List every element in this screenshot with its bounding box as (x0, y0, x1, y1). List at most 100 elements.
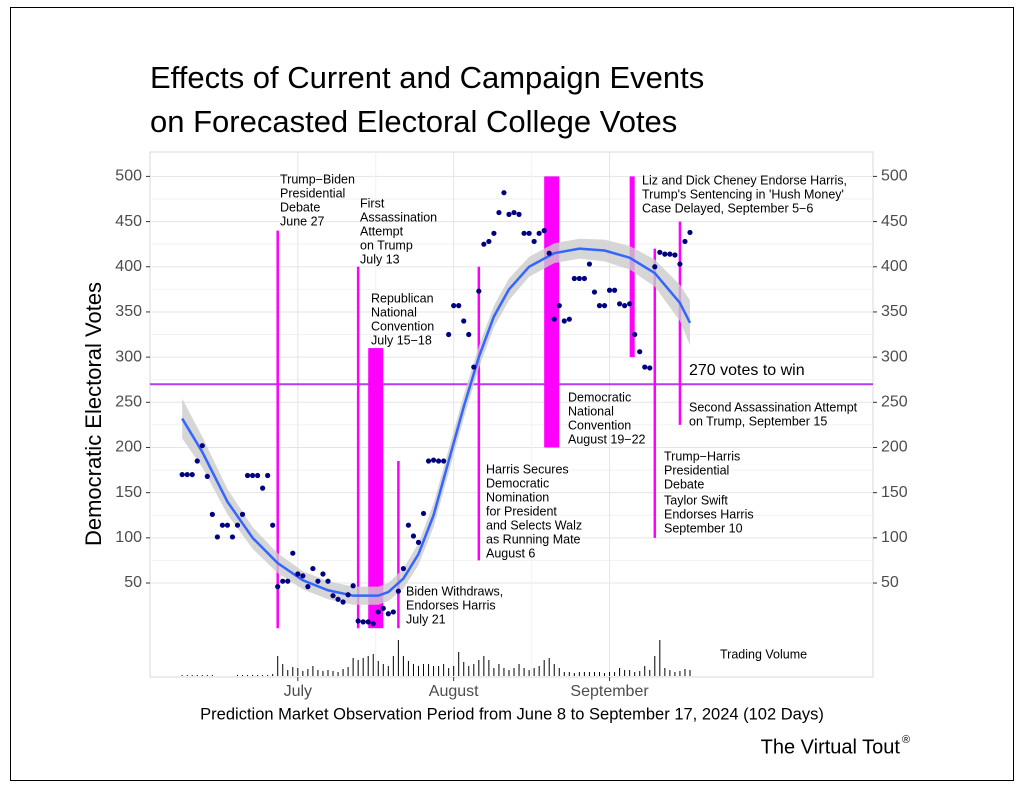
volume-bar (247, 675, 249, 676)
data-point (320, 571, 326, 577)
data-point (370, 621, 376, 627)
annotation: and Selects Walz (486, 518, 582, 532)
data-point (204, 473, 210, 479)
annotation: August 6 (486, 546, 535, 560)
volume-bar (689, 670, 691, 676)
volume-bar (438, 666, 440, 676)
volume-bar (583, 672, 585, 676)
data-point (415, 539, 422, 545)
y2-tick-label: 450 (881, 213, 908, 230)
data-point (652, 264, 658, 270)
annotation: Convention (568, 418, 631, 432)
volume-bar (468, 666, 470, 676)
volume-bar (513, 668, 515, 676)
volume-bar (423, 664, 425, 676)
data-point (531, 238, 537, 245)
data-point (285, 578, 291, 584)
data-point (199, 443, 205, 449)
data-point (536, 230, 542, 236)
data-point (596, 303, 603, 309)
data-point (611, 287, 618, 293)
y2-tick-label: 500 (881, 168, 908, 185)
volume-bar (609, 672, 611, 676)
volume-bar (382, 664, 384, 676)
data-point (516, 211, 522, 217)
volume-bar (337, 672, 339, 676)
data-point (430, 457, 437, 463)
annotation: July 15−18 (371, 333, 432, 347)
data-point (280, 578, 286, 584)
volume-bar (201, 675, 203, 676)
volume-bar (563, 672, 565, 676)
volume-bar (679, 671, 681, 676)
y-axis-title: Democratic Electoral Votes (81, 282, 106, 546)
volume-bar (644, 666, 646, 676)
volume-bar (593, 672, 595, 676)
x-tick-label: July (284, 683, 312, 700)
data-point (476, 288, 482, 294)
data-point (556, 303, 562, 309)
volume-bar (528, 670, 530, 676)
event-span (544, 176, 560, 448)
plot-panel (149, 151, 874, 678)
annotation: September 10 (664, 521, 743, 535)
data-point (632, 331, 638, 338)
annotation: Debate (664, 477, 704, 491)
data-point (687, 229, 693, 236)
y-tick-label: 100 (115, 529, 142, 546)
annotation: as Running Mate (486, 532, 581, 546)
data-point (345, 592, 351, 598)
y2-tick-label: 100 (881, 529, 908, 546)
data-point (566, 316, 572, 322)
data-point (239, 511, 246, 517)
annotation: First (360, 196, 385, 210)
annotation: July 21 (406, 612, 446, 626)
data-point (420, 510, 427, 517)
volume-bar (443, 664, 445, 676)
volume-bar (417, 666, 419, 676)
volume-bar (538, 666, 540, 676)
y-tick-label: 500 (115, 168, 142, 185)
data-point (471, 364, 477, 370)
volume-bar (357, 660, 359, 676)
volume-bar (624, 670, 626, 676)
data-point (224, 522, 231, 528)
data-point (335, 596, 341, 602)
data-point (627, 301, 633, 307)
y2-tick-label: 400 (881, 258, 908, 275)
data-point (446, 331, 452, 338)
data-point (214, 534, 220, 540)
volume-bar (649, 670, 651, 676)
volume-bar (332, 671, 334, 676)
data-point (244, 472, 251, 479)
brand-mark: ® (902, 734, 910, 746)
volume-bar (242, 675, 244, 676)
volume-bar (211, 675, 213, 676)
data-point (647, 365, 653, 371)
data-point (395, 588, 401, 594)
plot-layer (146, 152, 877, 681)
volume-bar (262, 675, 264, 676)
data-point (270, 522, 276, 528)
volume-bar (236, 675, 238, 676)
volume-bar (483, 656, 485, 676)
event-span (368, 348, 384, 629)
volume-bar (629, 670, 631, 676)
y-tick-label: 200 (115, 439, 142, 456)
data-point (496, 209, 502, 216)
annotation: Debate (280, 200, 320, 214)
data-point (380, 605, 386, 611)
y-tick-label: 250 (115, 394, 142, 411)
volume-bar (252, 675, 254, 676)
data-point (295, 571, 301, 577)
annotation: Taylor Swift (664, 493, 728, 507)
volume-bar (307, 669, 309, 676)
volume-bar (372, 654, 374, 676)
volume-bar (533, 668, 535, 676)
data-point (265, 472, 271, 479)
data-point (657, 249, 663, 255)
annotation: Democratic (486, 476, 549, 490)
annotation: Democratic (568, 390, 631, 404)
annotation: National (371, 305, 417, 319)
